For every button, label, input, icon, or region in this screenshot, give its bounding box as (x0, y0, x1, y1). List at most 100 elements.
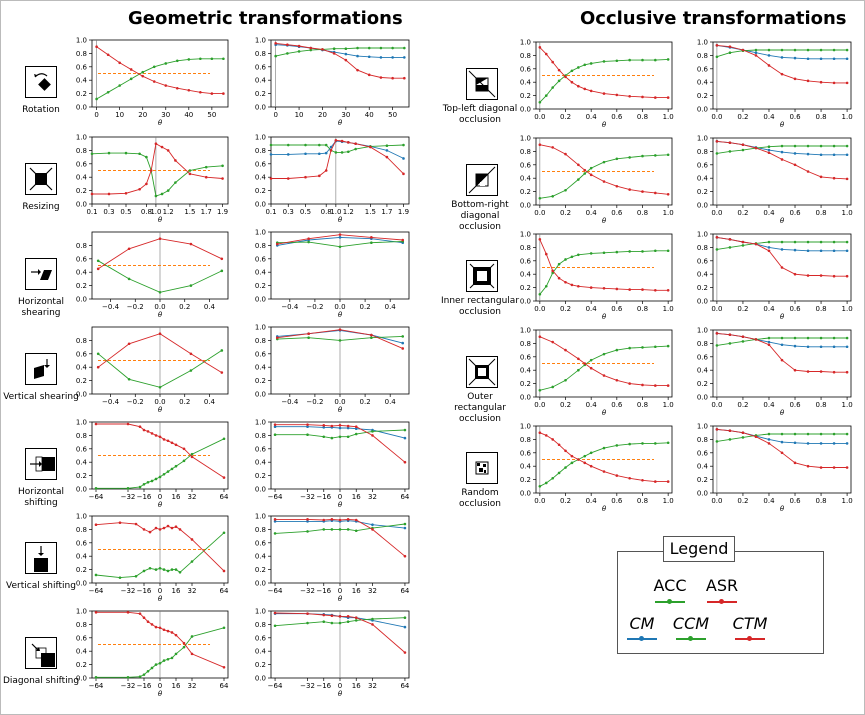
data-point-green (127, 377, 131, 381)
x-tick-label: 30 (161, 111, 170, 119)
data-point-green (322, 620, 326, 624)
data-point-green (322, 435, 326, 439)
y-tick-label: 0.8 (255, 50, 266, 58)
data-point-red (544, 434, 548, 437)
legend-cm-marker (639, 636, 644, 641)
x-tick-label: 0.8 (815, 209, 826, 217)
chart-br-occ-b: 0.0 0.2 0.4 0.6 0.8 1.0 0.0 0.2 0.4 0.6 0.8 1.0 θ (697, 135, 853, 226)
top-left-occlusion-icon (466, 68, 498, 100)
y-tick-label: 0.4 (76, 269, 88, 277)
data-point-green (641, 250, 644, 253)
x-tick-label: 32 (188, 587, 197, 595)
data-point-blue (304, 152, 307, 156)
data-point-green (793, 240, 797, 244)
data-point-blue (322, 426, 326, 429)
data-point-red (654, 480, 657, 483)
x-tick-label: 50 (388, 111, 397, 119)
data-point-green (845, 336, 849, 340)
chart-inner-occ-a: 0.0 0.2 0.4 0.6 0.8 1.0 0.0 0.2 0.4 0.6 0.8 1.0 θ (520, 231, 674, 322)
data-point-red (544, 252, 548, 256)
data-point-red (666, 96, 670, 99)
data-point-green (379, 46, 383, 50)
y-tick-label: 0.0 (520, 106, 531, 114)
x-axis-label: θ (158, 311, 163, 319)
chart-dshift-a: 0.0 0.2 0.4 0.6 0.8 1.0 −64 −32 −16 0 16 32 64 θ (76, 608, 229, 699)
x-axis-label: θ (780, 121, 785, 129)
data-point-green (118, 84, 121, 87)
data-point-green (793, 144, 797, 148)
data-point-green (551, 194, 554, 198)
y-tick-label: 0.6 (76, 160, 88, 168)
data-point-red (589, 173, 593, 177)
data-point-red (275, 336, 279, 340)
data-point-green (806, 336, 810, 340)
data-point-green (615, 157, 619, 161)
data-point-red (187, 88, 191, 92)
y-tick-label: 0.0 (697, 298, 708, 306)
x-tick-label: 0 (338, 682, 342, 690)
y-tick-label: 1.0 (697, 231, 708, 239)
x-tick-label: −16 (137, 587, 152, 595)
data-point-blue (806, 345, 810, 349)
x-tick-label: −64 (268, 682, 283, 690)
data-point-red (615, 93, 619, 97)
data-point-green (551, 86, 554, 89)
x-tick-label: 0.8 (815, 113, 826, 121)
data-point-red (557, 68, 561, 72)
data-point-green (273, 532, 277, 535)
data-point-red (338, 518, 342, 522)
data-point-red (767, 64, 771, 67)
x-tick-label: 0.0 (534, 209, 545, 217)
data-point-green (615, 444, 619, 447)
y-tick-label: 0.2 (697, 380, 708, 388)
data-point-red (654, 288, 657, 292)
data-point-red (142, 528, 146, 531)
x-tick-label: 0.8 (637, 497, 648, 505)
legend-ctm-marker (747, 636, 752, 641)
chart-hshift-a: 0.0 0.2 0.4 0.6 0.8 1.0 −64 −32 −16 0 16 32 64 θ (76, 419, 229, 510)
data-point-red (170, 526, 174, 530)
y-tick-label: 0.6 (520, 161, 532, 169)
data-point-blue (338, 426, 342, 430)
data-point-blue (403, 625, 407, 629)
data-point-red (338, 615, 342, 618)
data-point-green (142, 483, 146, 486)
data-point-green (628, 250, 631, 253)
x-tick-label: 0.4 (763, 497, 775, 505)
data-point-blue (793, 344, 797, 348)
data-point-red (551, 146, 554, 149)
data-point-red (322, 518, 326, 522)
x-tick-label: 64 (220, 587, 229, 595)
x-tick-label: 0 (158, 493, 162, 501)
data-point-green (306, 530, 309, 533)
data-point-green (615, 348, 619, 352)
data-point-green (819, 336, 823, 340)
data-point-red (793, 77, 797, 81)
data-point-red (269, 177, 273, 180)
data-point-red (538, 46, 542, 49)
x-tick-label: 0.2 (560, 113, 571, 121)
x-tick-label: 50 (207, 111, 216, 119)
x-tick-label: 0.4 (763, 209, 775, 217)
y-tick-label: 0.2 (697, 188, 708, 196)
series-line-red (539, 336, 669, 387)
x-tick-label: 1.0 (663, 113, 674, 121)
data-point-red (354, 518, 358, 522)
x-tick-label: −64 (89, 493, 104, 501)
y-tick-label: 0.2 (76, 90, 87, 98)
data-point-blue (379, 56, 383, 59)
y-tick-label: 0.6 (520, 257, 532, 265)
data-point-green (767, 336, 771, 340)
y-tick-label: 0.8 (520, 436, 531, 444)
data-point-green (570, 69, 574, 73)
data-point-green (628, 156, 631, 159)
data-point-green (628, 442, 631, 446)
data-point-red (654, 384, 657, 387)
data-point-green (162, 472, 166, 476)
data-point-red (199, 90, 202, 94)
data-point-red (369, 145, 372, 149)
data-point-green (269, 143, 273, 147)
data-point-green (190, 452, 194, 456)
data-point-green (138, 152, 141, 156)
data-point-green (391, 46, 394, 50)
